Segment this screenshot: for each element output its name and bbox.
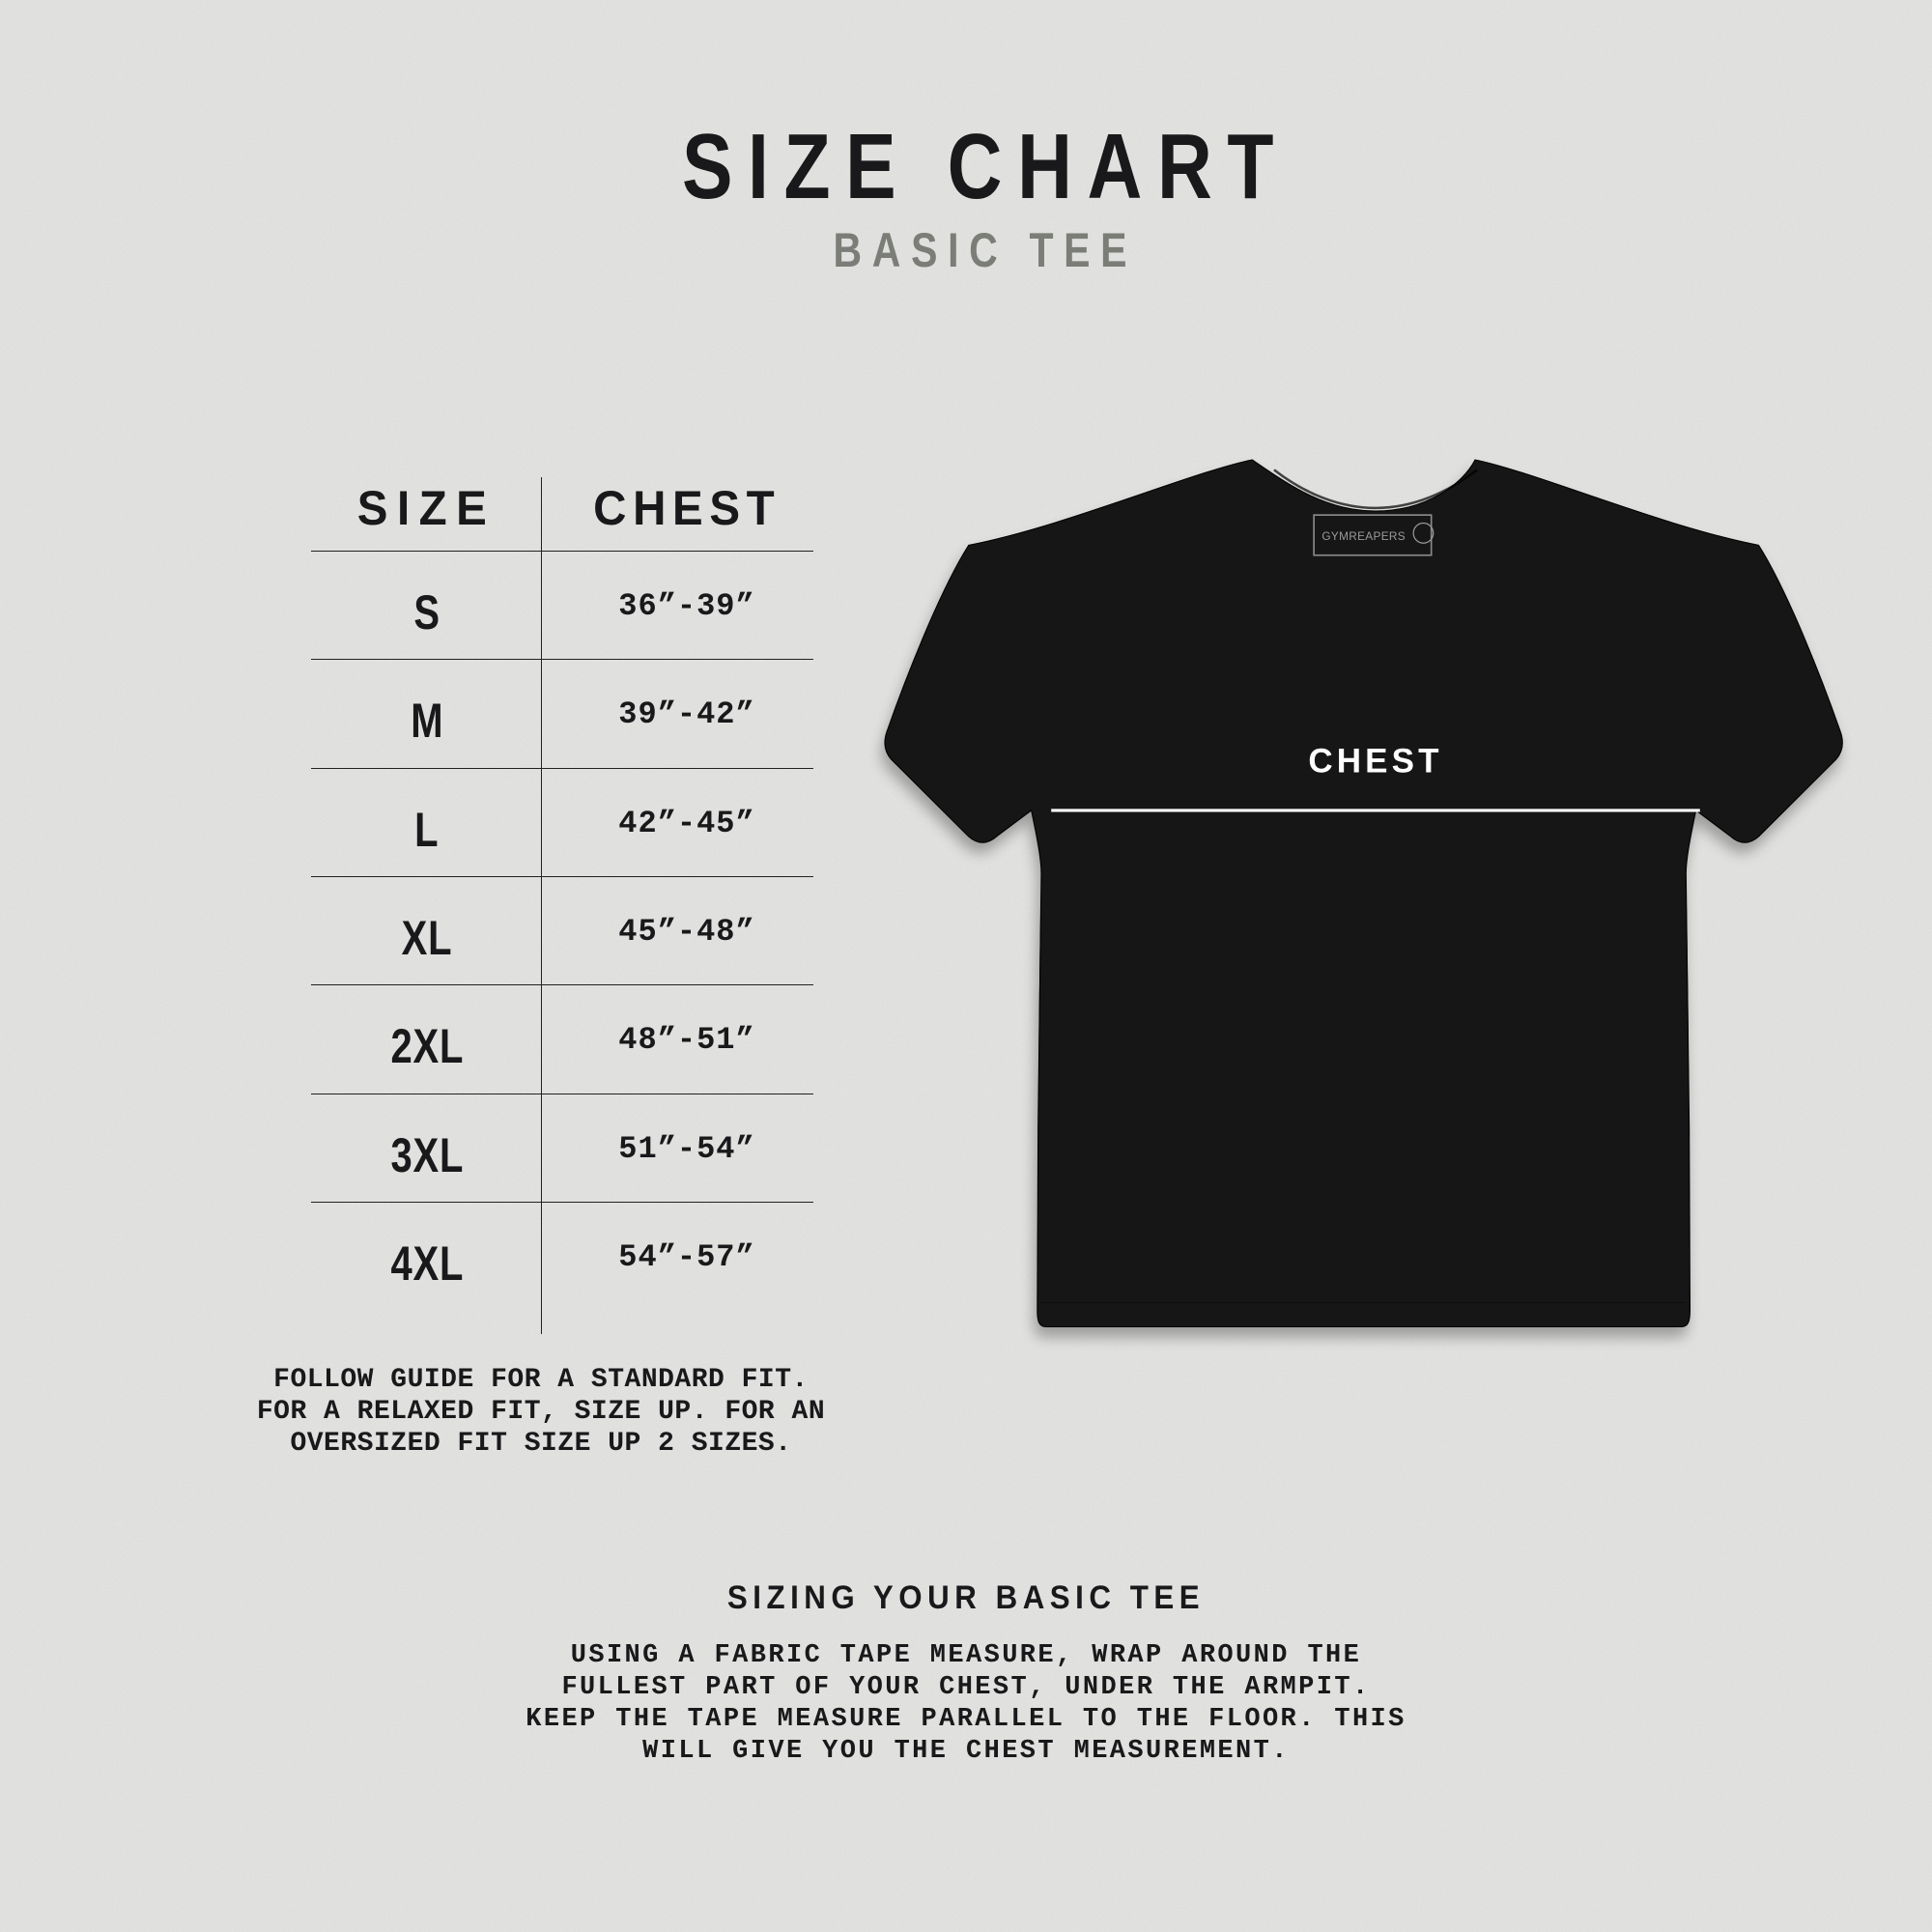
- svg-text:CHEST: CHEST: [1308, 742, 1442, 780]
- svg-text:GYMREAPERS: GYMREAPERS: [1321, 529, 1406, 543]
